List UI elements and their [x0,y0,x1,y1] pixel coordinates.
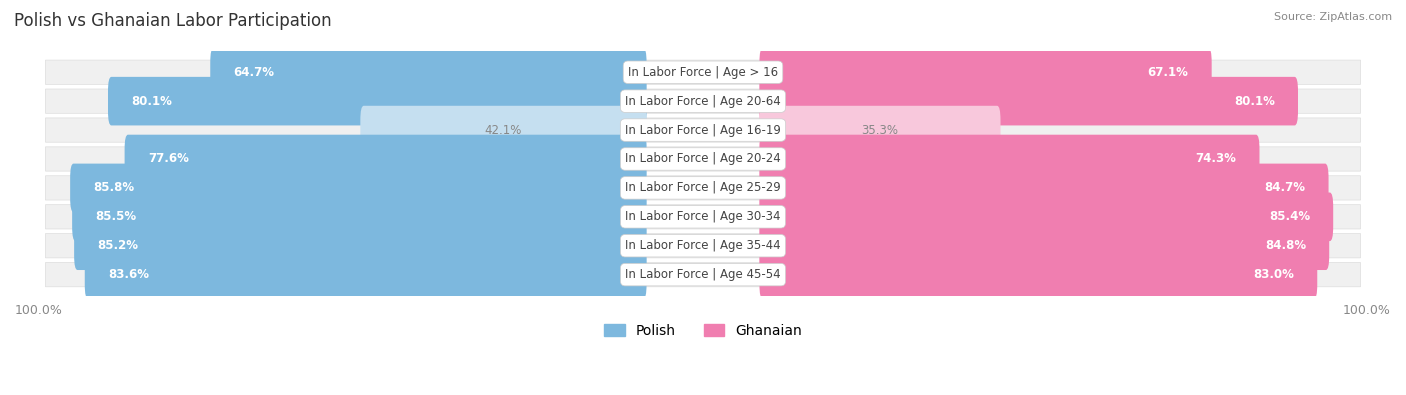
FancyBboxPatch shape [45,233,1361,258]
Text: 64.7%: 64.7% [233,66,274,79]
Text: 67.1%: 67.1% [1147,66,1188,79]
FancyBboxPatch shape [211,48,647,96]
Text: In Labor Force | Age 20-24: In Labor Force | Age 20-24 [626,152,780,166]
FancyBboxPatch shape [759,77,1298,126]
Text: 85.8%: 85.8% [93,181,135,194]
Text: In Labor Force | Age 20-64: In Labor Force | Age 20-64 [626,95,780,108]
FancyBboxPatch shape [72,192,647,241]
FancyBboxPatch shape [45,205,1361,229]
Text: Polish vs Ghanaian Labor Participation: Polish vs Ghanaian Labor Participation [14,12,332,30]
FancyBboxPatch shape [360,106,647,154]
Text: Source: ZipAtlas.com: Source: ZipAtlas.com [1274,12,1392,22]
Text: 83.6%: 83.6% [108,268,149,281]
FancyBboxPatch shape [45,147,1361,171]
Text: 85.2%: 85.2% [97,239,138,252]
FancyBboxPatch shape [759,192,1333,241]
Text: 42.1%: 42.1% [485,124,522,137]
FancyBboxPatch shape [45,89,1361,113]
Legend: Polish, Ghanaian: Polish, Ghanaian [598,318,808,344]
Text: 84.7%: 84.7% [1264,181,1305,194]
Text: 83.0%: 83.0% [1253,268,1294,281]
FancyBboxPatch shape [45,176,1361,200]
FancyBboxPatch shape [70,164,647,212]
Text: 77.6%: 77.6% [148,152,188,166]
FancyBboxPatch shape [759,164,1329,212]
Text: 80.1%: 80.1% [131,95,172,108]
Text: 80.1%: 80.1% [1234,95,1275,108]
FancyBboxPatch shape [84,250,647,299]
FancyBboxPatch shape [759,48,1212,96]
FancyBboxPatch shape [108,77,647,126]
Text: In Labor Force | Age 30-34: In Labor Force | Age 30-34 [626,210,780,223]
Text: In Labor Force | Age 45-54: In Labor Force | Age 45-54 [626,268,780,281]
FancyBboxPatch shape [759,250,1317,299]
Text: In Labor Force | Age 16-19: In Labor Force | Age 16-19 [626,124,780,137]
FancyBboxPatch shape [45,60,1361,85]
Text: 35.3%: 35.3% [862,124,898,137]
Text: 85.5%: 85.5% [96,210,136,223]
Text: In Labor Force | Age 25-29: In Labor Force | Age 25-29 [626,181,780,194]
FancyBboxPatch shape [75,222,647,270]
Text: In Labor Force | Age > 16: In Labor Force | Age > 16 [628,66,778,79]
FancyBboxPatch shape [125,135,647,183]
Text: 74.3%: 74.3% [1195,152,1236,166]
FancyBboxPatch shape [759,222,1329,270]
FancyBboxPatch shape [45,118,1361,142]
FancyBboxPatch shape [759,135,1260,183]
Text: 85.4%: 85.4% [1268,210,1310,223]
FancyBboxPatch shape [45,263,1361,287]
Text: In Labor Force | Age 35-44: In Labor Force | Age 35-44 [626,239,780,252]
Text: 84.8%: 84.8% [1265,239,1306,252]
FancyBboxPatch shape [759,106,1001,154]
